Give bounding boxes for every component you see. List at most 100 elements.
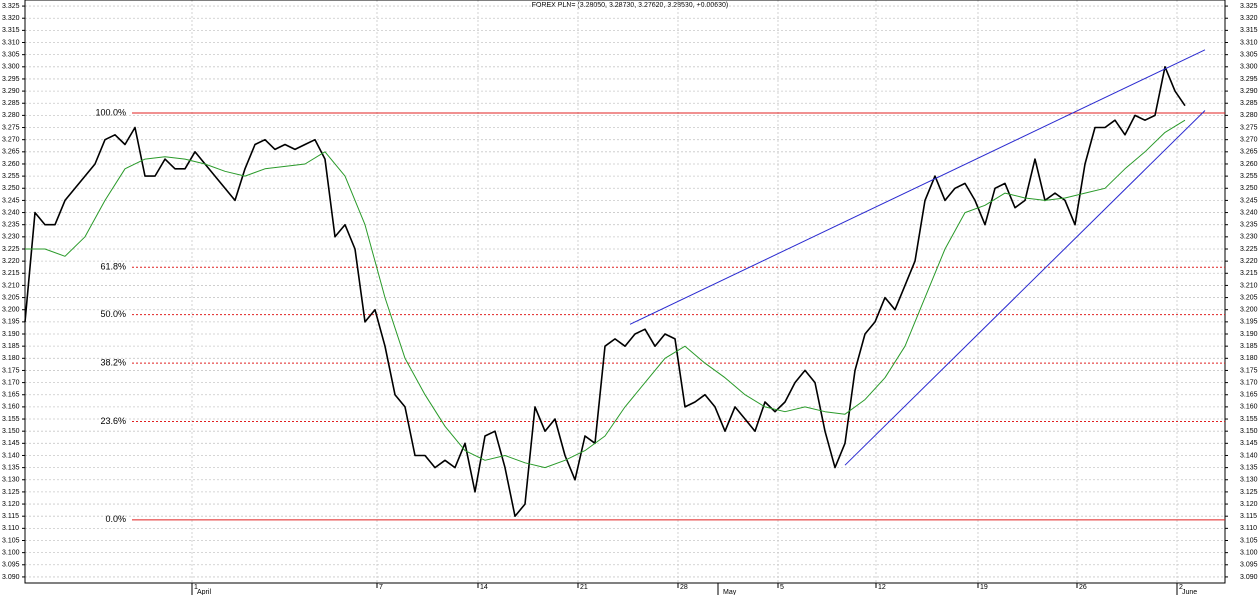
- y-tick-label: 3.155: [1240, 416, 1258, 423]
- y-tick-label: 3.180: [2, 355, 20, 362]
- trend-line: [629, 49, 1206, 325]
- y-tick-label: 3.190: [1240, 331, 1258, 338]
- y-tick-label: 3.095: [1240, 562, 1258, 569]
- y-tick-label: 3.200: [2, 307, 20, 314]
- y-tick-label: 3.165: [1240, 392, 1258, 399]
- y-tick-label: 3.095: [2, 562, 20, 569]
- y-tick-label: 3.310: [2, 39, 20, 46]
- y-tick-label: 3.120: [2, 501, 20, 508]
- y-tick-label: 3.285: [2, 100, 20, 107]
- y-tick-label: 3.230: [2, 234, 20, 241]
- y-tick-label: 3.145: [2, 440, 20, 447]
- x-tick-label: 1: [194, 584, 198, 591]
- y-tick-label: 3.145: [1240, 440, 1258, 447]
- x-tick-label: 7: [379, 584, 383, 591]
- y-tick-label: 3.135: [1240, 464, 1258, 471]
- price-line: [24, 66, 1186, 517]
- month-label: April: [197, 589, 211, 595]
- fib-label: 50.0%: [100, 309, 126, 319]
- y-tick-label: 3.205: [1240, 294, 1258, 301]
- y-tick-label: 3.325: [1240, 3, 1258, 10]
- fib-label: 23.6%: [100, 416, 126, 426]
- y-tick-label: 3.320: [2, 15, 20, 22]
- y-tick-label: 3.110: [2, 525, 19, 532]
- y-tick-label: 3.290: [1240, 88, 1258, 95]
- y-tick-label: 3.150: [1240, 428, 1258, 435]
- y-tick-label: 3.120: [1240, 501, 1258, 508]
- y-tick-label: 3.235: [1240, 222, 1258, 229]
- price-line: [25, 119, 1186, 469]
- x-tick-label: 26: [1079, 584, 1087, 591]
- y-tick-label: 3.225: [1240, 246, 1258, 253]
- y-tick-label: 3.240: [1240, 209, 1258, 216]
- y-tick-label: 3.175: [2, 367, 20, 374]
- y-tick-label: 3.265: [1240, 149, 1258, 156]
- y-tick-label: 3.195: [1240, 319, 1258, 326]
- y-tick-label: 3.255: [1240, 173, 1258, 180]
- y-tick-label: 3.280: [1240, 112, 1258, 119]
- y-tick-label: 3.275: [2, 124, 20, 131]
- y-tick-label: 3.215: [2, 270, 20, 277]
- y-tick-label: 3.160: [1240, 404, 1258, 411]
- y-tick-label: 3.115: [2, 513, 19, 520]
- y-tick-label: 3.210: [1240, 282, 1258, 289]
- x-tick-label: 21: [580, 584, 588, 591]
- y-tick-label: 3.115: [1240, 513, 1257, 520]
- y-tick-label: 3.185: [1240, 343, 1258, 350]
- y-tick-label: 3.200: [1240, 307, 1258, 314]
- y-tick-label: 3.240: [2, 209, 20, 216]
- y-tick-label: 3.245: [2, 197, 20, 204]
- month-label: June: [1182, 589, 1197, 595]
- y-tick-label: 3.125: [2, 489, 20, 496]
- y-tick-label: 3.300: [2, 64, 20, 71]
- y-tick-label: 3.305: [2, 52, 20, 59]
- x-tick-label: 14: [480, 584, 488, 591]
- y-tick-label: 3.285: [1240, 100, 1258, 107]
- y-tick-label: 3.170: [2, 379, 20, 386]
- fib-label: 38.2%: [100, 358, 126, 368]
- y-tick-label: 3.290: [2, 88, 20, 95]
- chart-title: FOREX PLN= (3.28050, 3.28730, 3.27620, 3…: [532, 2, 729, 9]
- y-tick-label: 3.100: [1240, 549, 1258, 556]
- y-tick-label: 3.315: [1240, 27, 1258, 34]
- y-tick-label: 3.265: [2, 149, 20, 156]
- y-tick-label: 3.135: [2, 464, 20, 471]
- plot-frame: [24, 0, 1226, 584]
- y-tick-label: 3.150: [2, 428, 20, 435]
- x-tick-label: 12: [878, 584, 886, 591]
- y-tick-label: 3.310: [1240, 39, 1258, 46]
- y-tick-label: 3.225: [2, 246, 20, 253]
- y-tick-label: 3.195: [2, 319, 20, 326]
- month-label: May: [723, 589, 737, 595]
- trend-line: [844, 110, 1206, 466]
- y-tick-label: 3.280: [2, 112, 20, 119]
- y-tick-label: 3.325: [2, 3, 20, 10]
- y-tick-label: 3.270: [2, 137, 20, 144]
- y-tick-label: 3.140: [2, 452, 20, 459]
- y-tick-label: 3.130: [1240, 477, 1258, 484]
- y-tick-label: 3.090: [2, 574, 20, 581]
- y-tick-label: 3.165: [2, 392, 20, 399]
- y-tick-label: 3.100: [2, 549, 20, 556]
- y-tick-label: 3.210: [2, 282, 20, 289]
- y-tick-label: 3.255: [2, 173, 20, 180]
- x-tick-label: 2: [1179, 584, 1183, 591]
- y-tick-label: 3.220: [1240, 258, 1258, 265]
- y-tick-label: 3.125: [1240, 489, 1258, 496]
- y-tick-label: 3.320: [1240, 15, 1258, 22]
- y-tick-label: 3.245: [1240, 197, 1258, 204]
- y-tick-label: 3.175: [1240, 367, 1258, 374]
- y-tick-label: 3.105: [2, 537, 20, 544]
- y-tick-label: 3.155: [2, 416, 20, 423]
- y-tick-label: 3.090: [1240, 574, 1258, 581]
- x-tick-label: 5: [780, 584, 784, 591]
- y-tick-label: 3.295: [1240, 76, 1258, 83]
- y-tick-label: 3.250: [2, 185, 20, 192]
- y-tick-label: 3.305: [1240, 52, 1258, 59]
- y-tick-label: 3.110: [1240, 525, 1257, 532]
- y-tick-label: 3.270: [1240, 137, 1258, 144]
- y-tick-label: 3.130: [2, 477, 20, 484]
- y-tick-label: 3.315: [2, 27, 20, 34]
- y-tick-label: 3.230: [1240, 234, 1258, 241]
